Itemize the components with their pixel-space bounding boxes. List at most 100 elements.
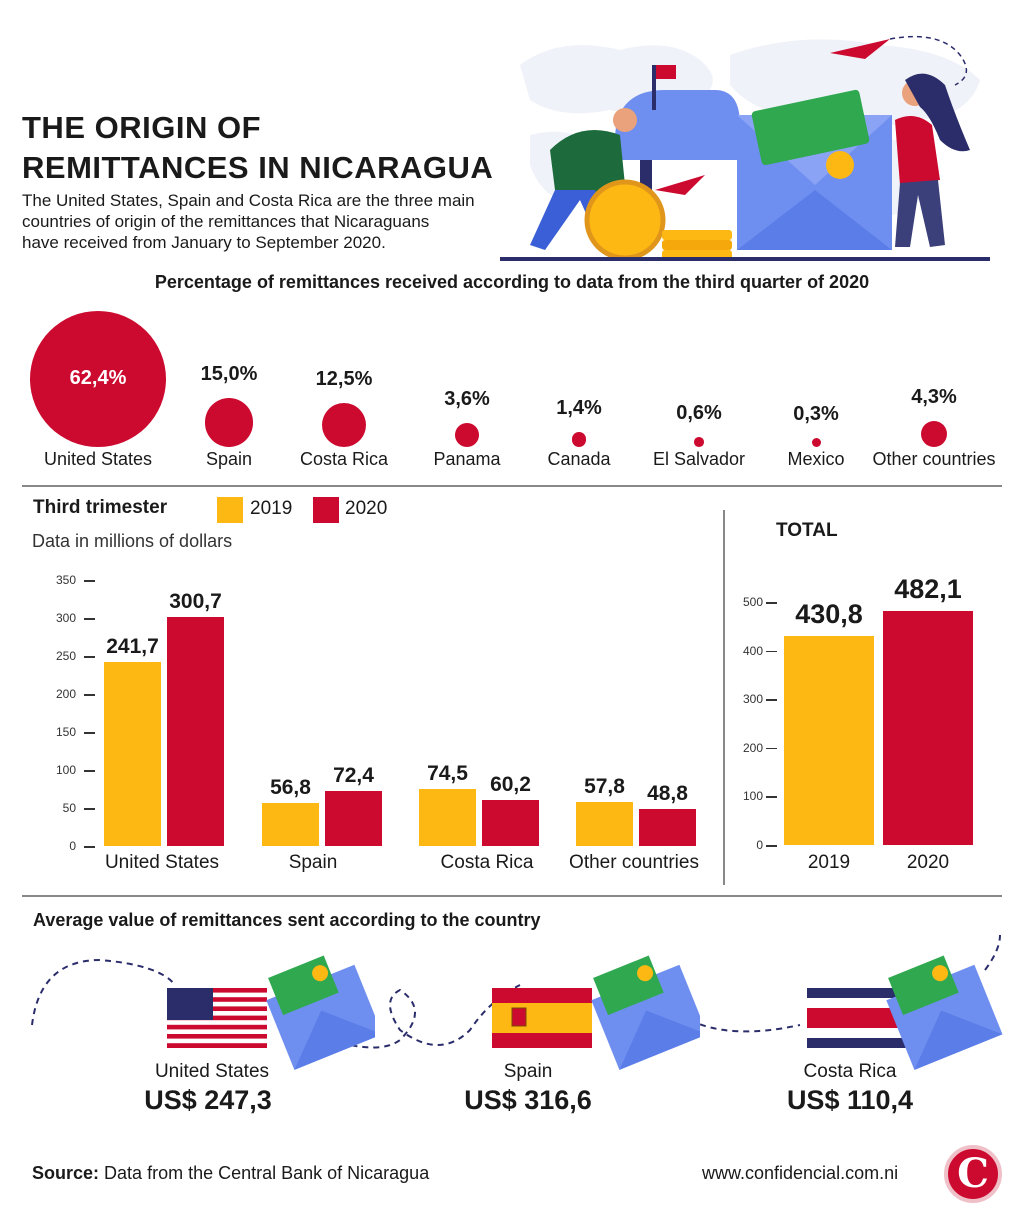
y-tick-mark [766, 602, 777, 604]
envelope-icon [886, 955, 1003, 1070]
bar-2020 [167, 617, 224, 846]
x-category-label: Other countries [569, 852, 699, 873]
bubble-country-label: Panama [433, 449, 501, 469]
remittance-illustration [500, 35, 990, 261]
y-tick-label: 350 [55, 573, 76, 587]
bubble-pct-label: 4,3% [911, 385, 957, 408]
total-title: TOTAL [776, 520, 838, 541]
usa-flag [167, 955, 375, 1070]
dashed-path [31, 934, 1001, 1049]
confidencial-logo: C [944, 1145, 1002, 1203]
y-tick-mark [84, 656, 95, 658]
y-tick-mark [84, 770, 95, 772]
y-tick-label: 300 [742, 692, 763, 707]
avg-country-usa: United States [154, 1061, 270, 1082]
bubbles-title: Percentage of remittances received accor… [154, 272, 870, 292]
spain-flag [492, 955, 700, 1070]
y-tick-label: 200 [742, 740, 763, 755]
bubble-pct-label: 0,3% [793, 403, 839, 425]
bubble-3 [321, 402, 367, 447]
bubble-6 [694, 437, 704, 447]
bubble-pct-label: 3,6% [444, 388, 490, 411]
y-tick-label: 100 [742, 789, 763, 804]
legend-title: Third trimester [33, 497, 168, 518]
y-tick-mark [84, 618, 95, 620]
bar-2019 [104, 662, 161, 846]
x-category-label: 2020 [906, 852, 950, 873]
y-tick-label: 0 [756, 838, 763, 852]
avg-country-spain: Spain [503, 1061, 553, 1082]
coin-icon [584, 179, 666, 261]
paper-plane-icon [830, 39, 890, 59]
legend-swatch-2019 [217, 497, 243, 523]
bubble-pct-label: 0,6% [676, 402, 722, 425]
x-category-label: 2019 [807, 852, 851, 873]
total-value-label: 430,8 [795, 598, 863, 629]
y-tick-label: 200 [55, 687, 76, 701]
bubble-5 [571, 432, 587, 447]
bar-value-label: 72,4 [333, 763, 374, 787]
bar-value-label: 57,8 [584, 775, 625, 799]
bar-2020 [482, 800, 539, 846]
bar-value-label: 300,7 [169, 590, 222, 614]
bar-value-label: 74,5 [427, 762, 468, 786]
y-tick-label: 400 [742, 643, 763, 658]
chart-divider [723, 510, 725, 885]
avg-country-costa-rica: Costa Rica [803, 1061, 897, 1082]
total-bar-2019 [784, 635, 874, 845]
bar-2019 [576, 802, 633, 846]
legend-label-2019: 2019 [250, 498, 293, 519]
y-tick-mark [84, 846, 95, 848]
bubble-pct-label: 62,4% [69, 367, 127, 389]
mailbox-icon [615, 90, 740, 160]
bubble-8 [920, 420, 948, 447]
source-label: Source: [32, 1163, 100, 1183]
x-category-label: Costa Rica [440, 852, 534, 873]
bubble-1 [30, 311, 166, 447]
bar-value-label: 241,7 [106, 635, 159, 659]
paper-plane-icon [655, 175, 705, 195]
y-tick-mark [766, 796, 777, 798]
y-tick-label: 150 [55, 725, 76, 739]
page-subtitle: The United States, Spain and Costa Rica … [22, 191, 475, 252]
avg-value-costa-rica: US$ 110,4 [786, 1085, 914, 1115]
y-tick-mark [766, 699, 777, 701]
x-category-label: United States [104, 852, 220, 873]
money-icon [751, 89, 870, 166]
bar-2019 [419, 789, 476, 846]
y-tick-mark [84, 732, 95, 734]
bubble-country-label: Other countries [872, 449, 996, 469]
y-tick-label: 0 [69, 839, 76, 853]
envelope-icon [591, 955, 700, 1070]
units-note: Data in millions of dollars [32, 531, 233, 551]
bubble-country-label: Canada [547, 449, 611, 469]
y-tick-mark [84, 694, 95, 696]
y-tick-mark [766, 650, 777, 653]
y-tick-mark [766, 747, 777, 750]
bar-2020 [639, 808, 696, 846]
y-tick-label: 100 [55, 763, 76, 777]
average-title: Average value of remittances sent accord… [33, 910, 541, 930]
legend-label-2020: 2020 [345, 498, 388, 519]
legend-swatch-2020 [313, 497, 339, 523]
man-head [613, 108, 637, 132]
divider [22, 485, 1002, 487]
bubble-country-label: Mexico [787, 449, 845, 469]
woman-body [895, 116, 940, 185]
bubble-country-label: United States [43, 449, 153, 469]
divider [22, 895, 1002, 897]
source-note: Source: Data from the Central Bank of Ni… [32, 1163, 429, 1184]
website-link[interactable]: www.confidencial.com.ni [702, 1163, 899, 1183]
y-tick-mark [766, 845, 777, 847]
bubble-2 [204, 398, 254, 447]
bubble-pct-label: 15,0% [200, 363, 258, 386]
y-tick-mark [84, 580, 95, 582]
x-category-label: Spain [288, 852, 338, 873]
man-body [550, 130, 625, 194]
y-tick-label: 300 [55, 611, 76, 625]
avg-value-usa: US$ 247,3 [144, 1085, 272, 1115]
y-tick-label: 250 [55, 649, 76, 663]
y-tick-mark [84, 808, 95, 810]
bar-value-label: 48,8 [647, 781, 688, 805]
costa-rica-flag [807, 955, 1003, 1070]
